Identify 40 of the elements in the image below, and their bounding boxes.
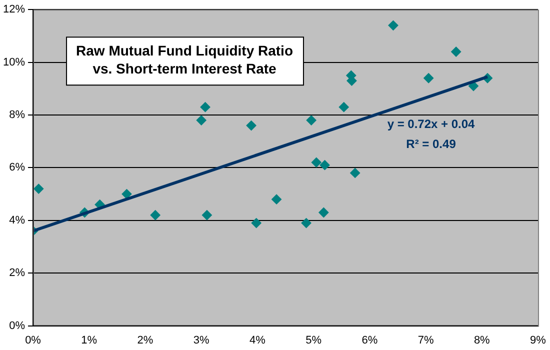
x-tick-label: 9% [530, 334, 546, 346]
point [318, 207, 329, 218]
y-tick-label: 8% [9, 109, 26, 122]
point [338, 102, 349, 112]
point [200, 102, 210, 112]
point [388, 20, 398, 30]
x-tick-label: 5% [306, 334, 322, 346]
y-tick-label: 0% [9, 320, 26, 332]
point [251, 218, 262, 228]
point [306, 115, 316, 126]
point [311, 157, 322, 168]
annotation: y = 0.72x + 0.04 [387, 116, 476, 131]
text: Raw Mutual Fund Liquidity Ratio vs. Short-term Interest Rate [76, 42, 293, 76]
point [301, 218, 312, 228]
point [424, 73, 434, 84]
x-tick-label: 0% [25, 334, 42, 346]
y-tick-label: 6% [9, 162, 26, 174]
x-tick-label: 8% [474, 334, 490, 346]
point [196, 115, 206, 126]
y-tick-label: 12% [2, 4, 26, 16]
y-tick-label: 2% [9, 267, 26, 280]
x-tick-label: 2% [137, 334, 154, 346]
point [320, 160, 330, 170]
point [34, 184, 44, 194]
x-tick-label: 7% [418, 334, 434, 346]
point [202, 210, 212, 220]
x-tick-label: 3% [193, 334, 210, 346]
x-tick-label: 1% [81, 334, 98, 346]
x-tick-label: 4% [250, 334, 266, 346]
point [468, 81, 478, 92]
y-tick-label: 4% [9, 214, 26, 226]
point [350, 168, 360, 178]
point [451, 46, 462, 57]
point [150, 210, 160, 220]
point [246, 120, 256, 131]
point [122, 189, 132, 200]
y-tick-label: 10% [2, 56, 26, 68]
point [272, 194, 282, 204]
x-tick-label: 6% [362, 334, 378, 346]
annotation: R² = 0.49 [406, 136, 456, 151]
